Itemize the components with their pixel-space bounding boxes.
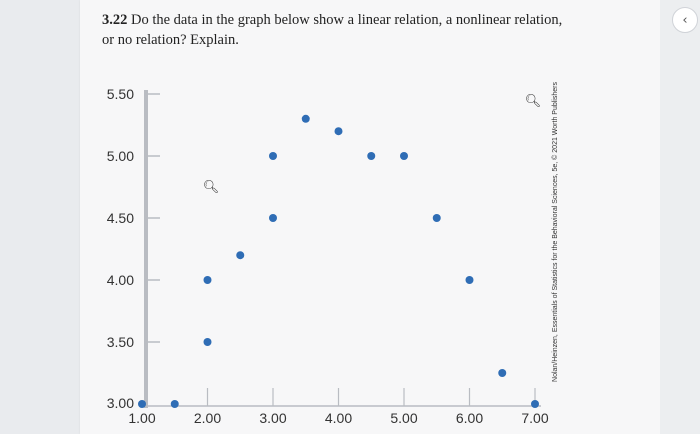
chevron-left-icon: ‹ <box>682 12 688 28</box>
publisher-credit: Nolan/Heinzen, Essentials of Statistics … <box>552 82 559 382</box>
zoom-in-icon[interactable]: 🔍︎ <box>524 93 542 109</box>
question-number: 3.22 <box>102 12 128 28</box>
right-panel <box>660 0 700 434</box>
question-text-block: 3.22 Do the data in the graph below show… <box>102 10 572 50</box>
question-card: 3.22 Do the data in the graph below show… <box>80 0 660 434</box>
question-prompt: Do the data in the graph below show a li… <box>102 12 563 48</box>
back-button[interactable]: ‹ <box>672 7 698 33</box>
zoom-in-icon[interactable]: 🔍︎ <box>202 179 220 195</box>
